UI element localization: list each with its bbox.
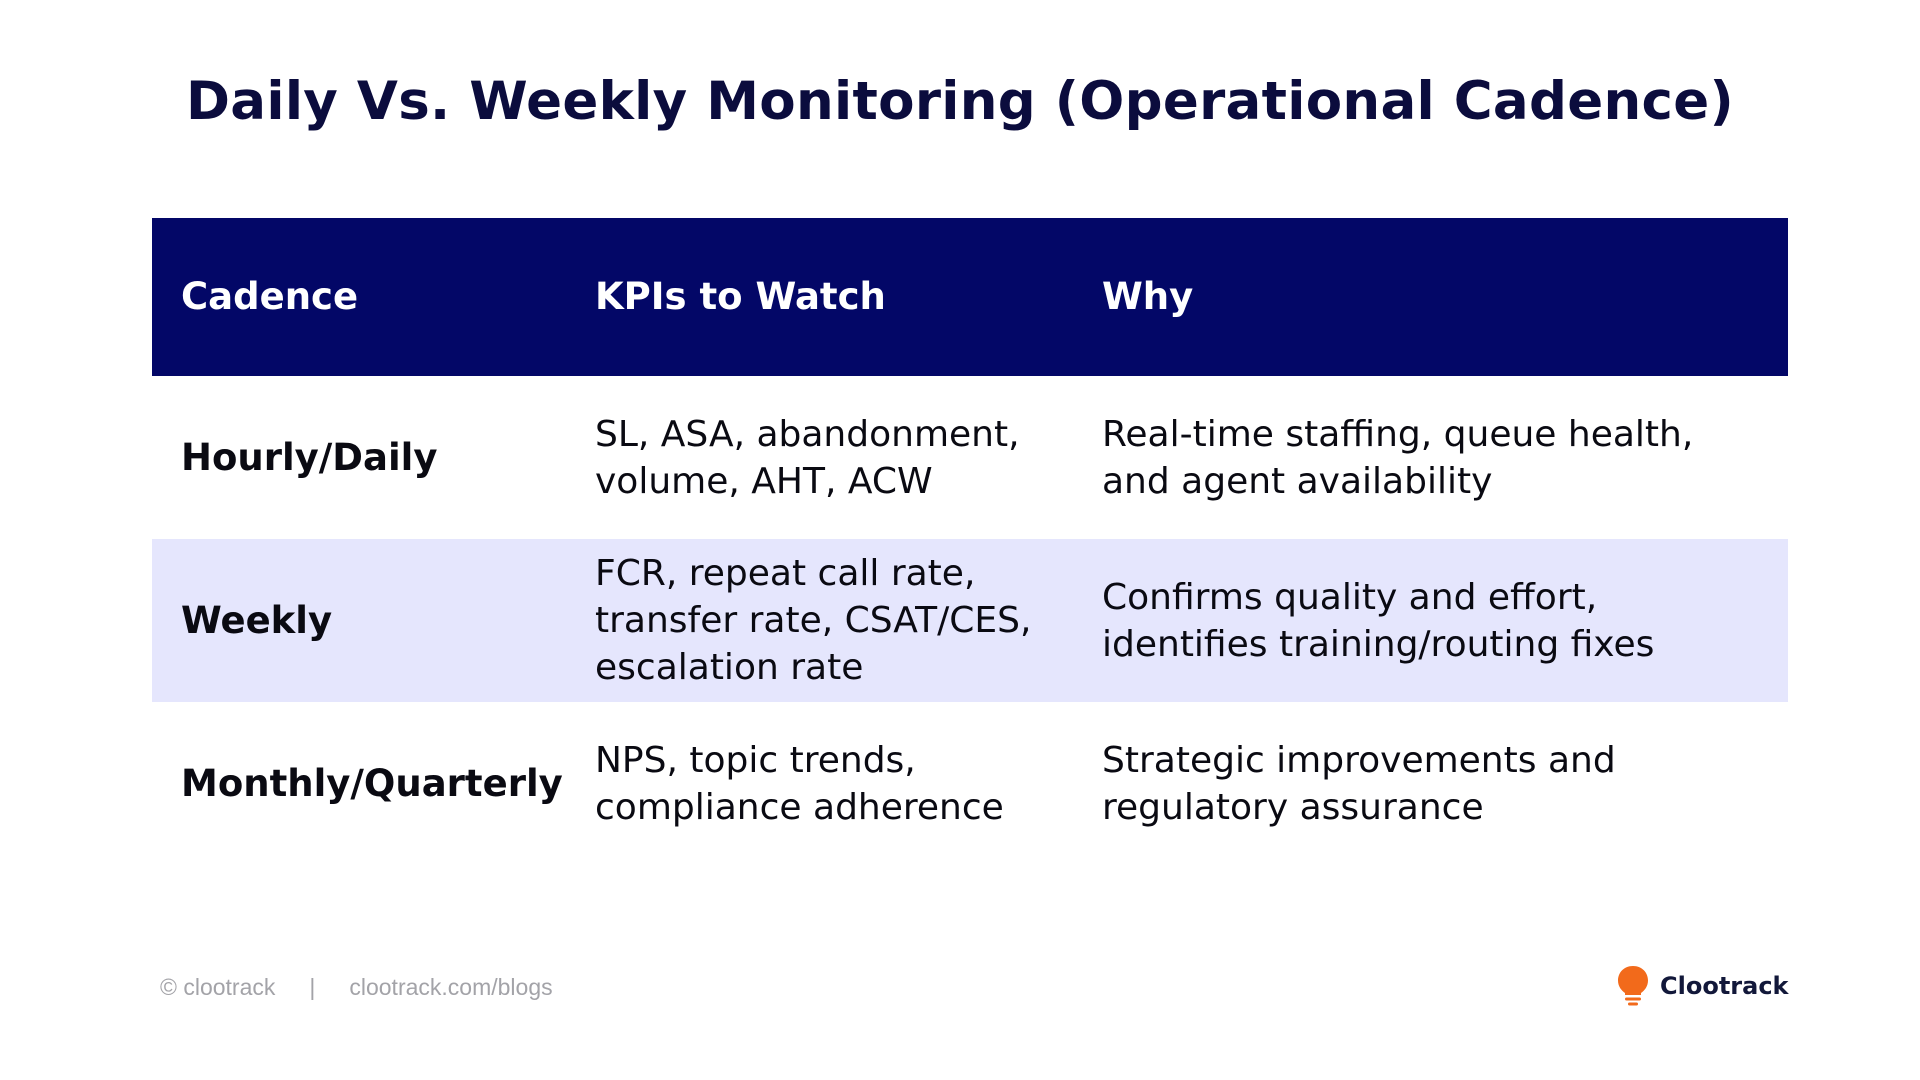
- why-line: regulatory assurance: [1102, 786, 1484, 828]
- kpi-line: NPS, topic trends,: [595, 739, 916, 781]
- brand-logo: Clootrack: [1616, 962, 1789, 1010]
- lightbulb-icon: [1618, 966, 1648, 1006]
- table-header-row: Cadence KPIs to Watch Why: [152, 218, 1788, 376]
- why-line: and agent availability: [1102, 460, 1493, 502]
- kpi-line: volume, AHT, ACW: [595, 460, 933, 502]
- kpi-line: compliance adherence: [595, 786, 1004, 828]
- why-line: Confirms quality and effort,: [1102, 576, 1598, 618]
- blog-url-link[interactable]: clootrack.com/blogs: [349, 974, 553, 1000]
- cadence-table: Cadence KPIs to Watch Why Hourly/Daily S…: [152, 218, 1788, 865]
- table-row: Weekly FCR, repeat call rate, transfer r…: [152, 539, 1788, 702]
- copyright-text: © clootrack: [160, 974, 276, 1000]
- why-cell: Confirms quality and effort, identifies …: [1102, 574, 1788, 668]
- why-cell: Real-time staffing, queue health, and ag…: [1102, 411, 1788, 505]
- table-row: Monthly/Quarterly NPS, topic trends, com…: [152, 702, 1788, 865]
- kpi-cell: SL, ASA, abandonment, volume, AHT, ACW: [595, 411, 1102, 505]
- kpi-line: FCR, repeat call rate,: [595, 553, 976, 594]
- footer-separator: |: [309, 974, 316, 1000]
- why-cell: Strategic improvements and regulatory as…: [1102, 737, 1788, 831]
- cadence-cell: Monthly/Quarterly: [181, 762, 563, 805]
- why-line: Real-time staffing, queue health,: [1102, 413, 1694, 455]
- cadence-cell: Hourly/Daily: [181, 436, 438, 479]
- kpi-line: escalation rate: [595, 647, 864, 688]
- why-line: identifies training/routing fixes: [1102, 623, 1655, 665]
- header-cadence: Cadence: [181, 275, 359, 318]
- brand-name: Clootrack: [1660, 972, 1789, 1000]
- header-why: Why: [1102, 275, 1194, 318]
- kpi-cell: FCR, repeat call rate, transfer rate, CS…: [595, 550, 1102, 691]
- footer-credits: © clootrack | clootrack.com/blogs: [160, 974, 553, 1001]
- cadence-cell: Weekly: [181, 599, 333, 642]
- why-line: Strategic improvements and: [1102, 739, 1616, 781]
- page-title: Daily Vs. Weekly Monitoring (Operational…: [186, 71, 1734, 132]
- header-kpis: KPIs to Watch: [595, 275, 886, 318]
- kpi-cell: NPS, topic trends, compliance adherence: [595, 737, 1102, 831]
- table-row: Hourly/Daily SL, ASA, abandonment, volum…: [152, 376, 1788, 539]
- kpi-line: SL, ASA, abandonment,: [595, 413, 1020, 455]
- kpi-line: transfer rate, CSAT/CES,: [595, 600, 1032, 641]
